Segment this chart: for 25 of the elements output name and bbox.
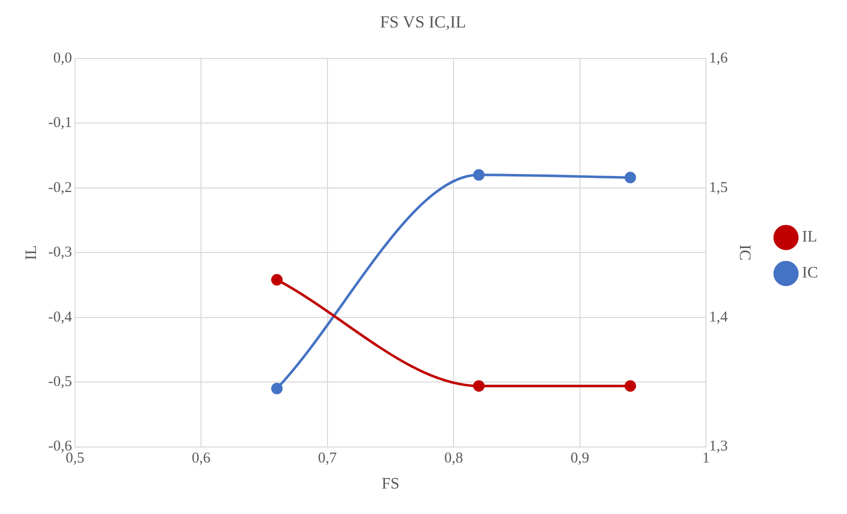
y-tick-label: -0,5 [48, 374, 72, 390]
y2-tick-label: 1,6 [709, 50, 728, 66]
y-tick-label: -0,2 [48, 180, 72, 196]
y-tick-label: -0,4 [48, 309, 72, 326]
y2-tick-label: 1,4 [709, 309, 728, 326]
y-axis-title: IL [22, 245, 40, 260]
x-tick-label: 1 [702, 450, 710, 467]
legend-label: IL [802, 228, 818, 246]
y2-axis-title: IC [736, 244, 754, 261]
x-tick-label: 0,6 [192, 450, 212, 467]
point [624, 172, 636, 184]
legend-label: IC [802, 264, 818, 282]
y-tick-label: -0,1 [48, 115, 72, 132]
x-tick-label: 0,5 [66, 450, 84, 467]
chart-title: FS VS IC,IL [380, 12, 466, 32]
x-axis-title: FS [382, 476, 400, 493]
y-tick-label: 0,0 [53, 50, 72, 66]
x-tick-label: 0,9 [570, 450, 590, 467]
x-tick-label: 0,8 [444, 450, 463, 467]
y-tick-label: -0,3 [48, 244, 72, 261]
x-tick-label: 0,7 [318, 450, 338, 467]
y2-tick-label: 1,5 [709, 180, 728, 196]
point [271, 382, 283, 394]
point [473, 169, 485, 181]
y2-tick-label: 1,3 [709, 438, 728, 455]
